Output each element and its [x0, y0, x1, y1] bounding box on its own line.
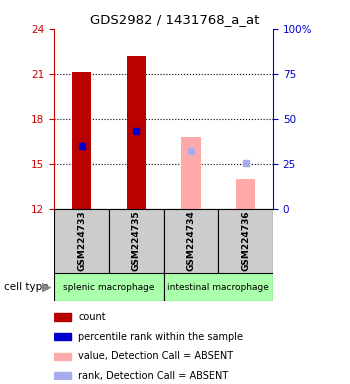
Text: splenic macrophage: splenic macrophage — [63, 283, 155, 291]
Bar — [54, 372, 71, 380]
Bar — [72, 73, 91, 209]
Text: GSM224736: GSM224736 — [241, 211, 250, 271]
Text: cell type: cell type — [4, 282, 48, 292]
Bar — [236, 179, 255, 209]
Bar — [54, 333, 71, 340]
Point — [188, 147, 194, 154]
Bar — [109, 209, 164, 273]
Text: intestinal macrophage: intestinal macrophage — [167, 283, 269, 291]
Bar — [54, 209, 109, 273]
Bar — [54, 353, 71, 360]
Point — [133, 128, 139, 134]
Text: GDS2982 / 1431768_a_at: GDS2982 / 1431768_a_at — [90, 13, 260, 26]
Text: percentile rank within the sample: percentile rank within the sample — [78, 332, 243, 342]
Bar — [164, 273, 273, 301]
Point — [243, 161, 248, 167]
Bar — [181, 137, 201, 209]
Text: rank, Detection Call = ABSENT: rank, Detection Call = ABSENT — [78, 371, 228, 381]
Bar — [164, 209, 218, 273]
Text: ▶: ▶ — [42, 281, 52, 293]
Text: GSM224735: GSM224735 — [132, 211, 141, 271]
Text: count: count — [78, 312, 106, 322]
Bar — [218, 209, 273, 273]
Bar — [127, 56, 146, 209]
Text: value, Detection Call = ABSENT: value, Detection Call = ABSENT — [78, 351, 233, 361]
Bar — [54, 273, 164, 301]
Text: GSM224734: GSM224734 — [187, 210, 195, 271]
Point — [79, 143, 84, 149]
Text: GSM224733: GSM224733 — [77, 211, 86, 271]
Bar — [54, 313, 71, 321]
